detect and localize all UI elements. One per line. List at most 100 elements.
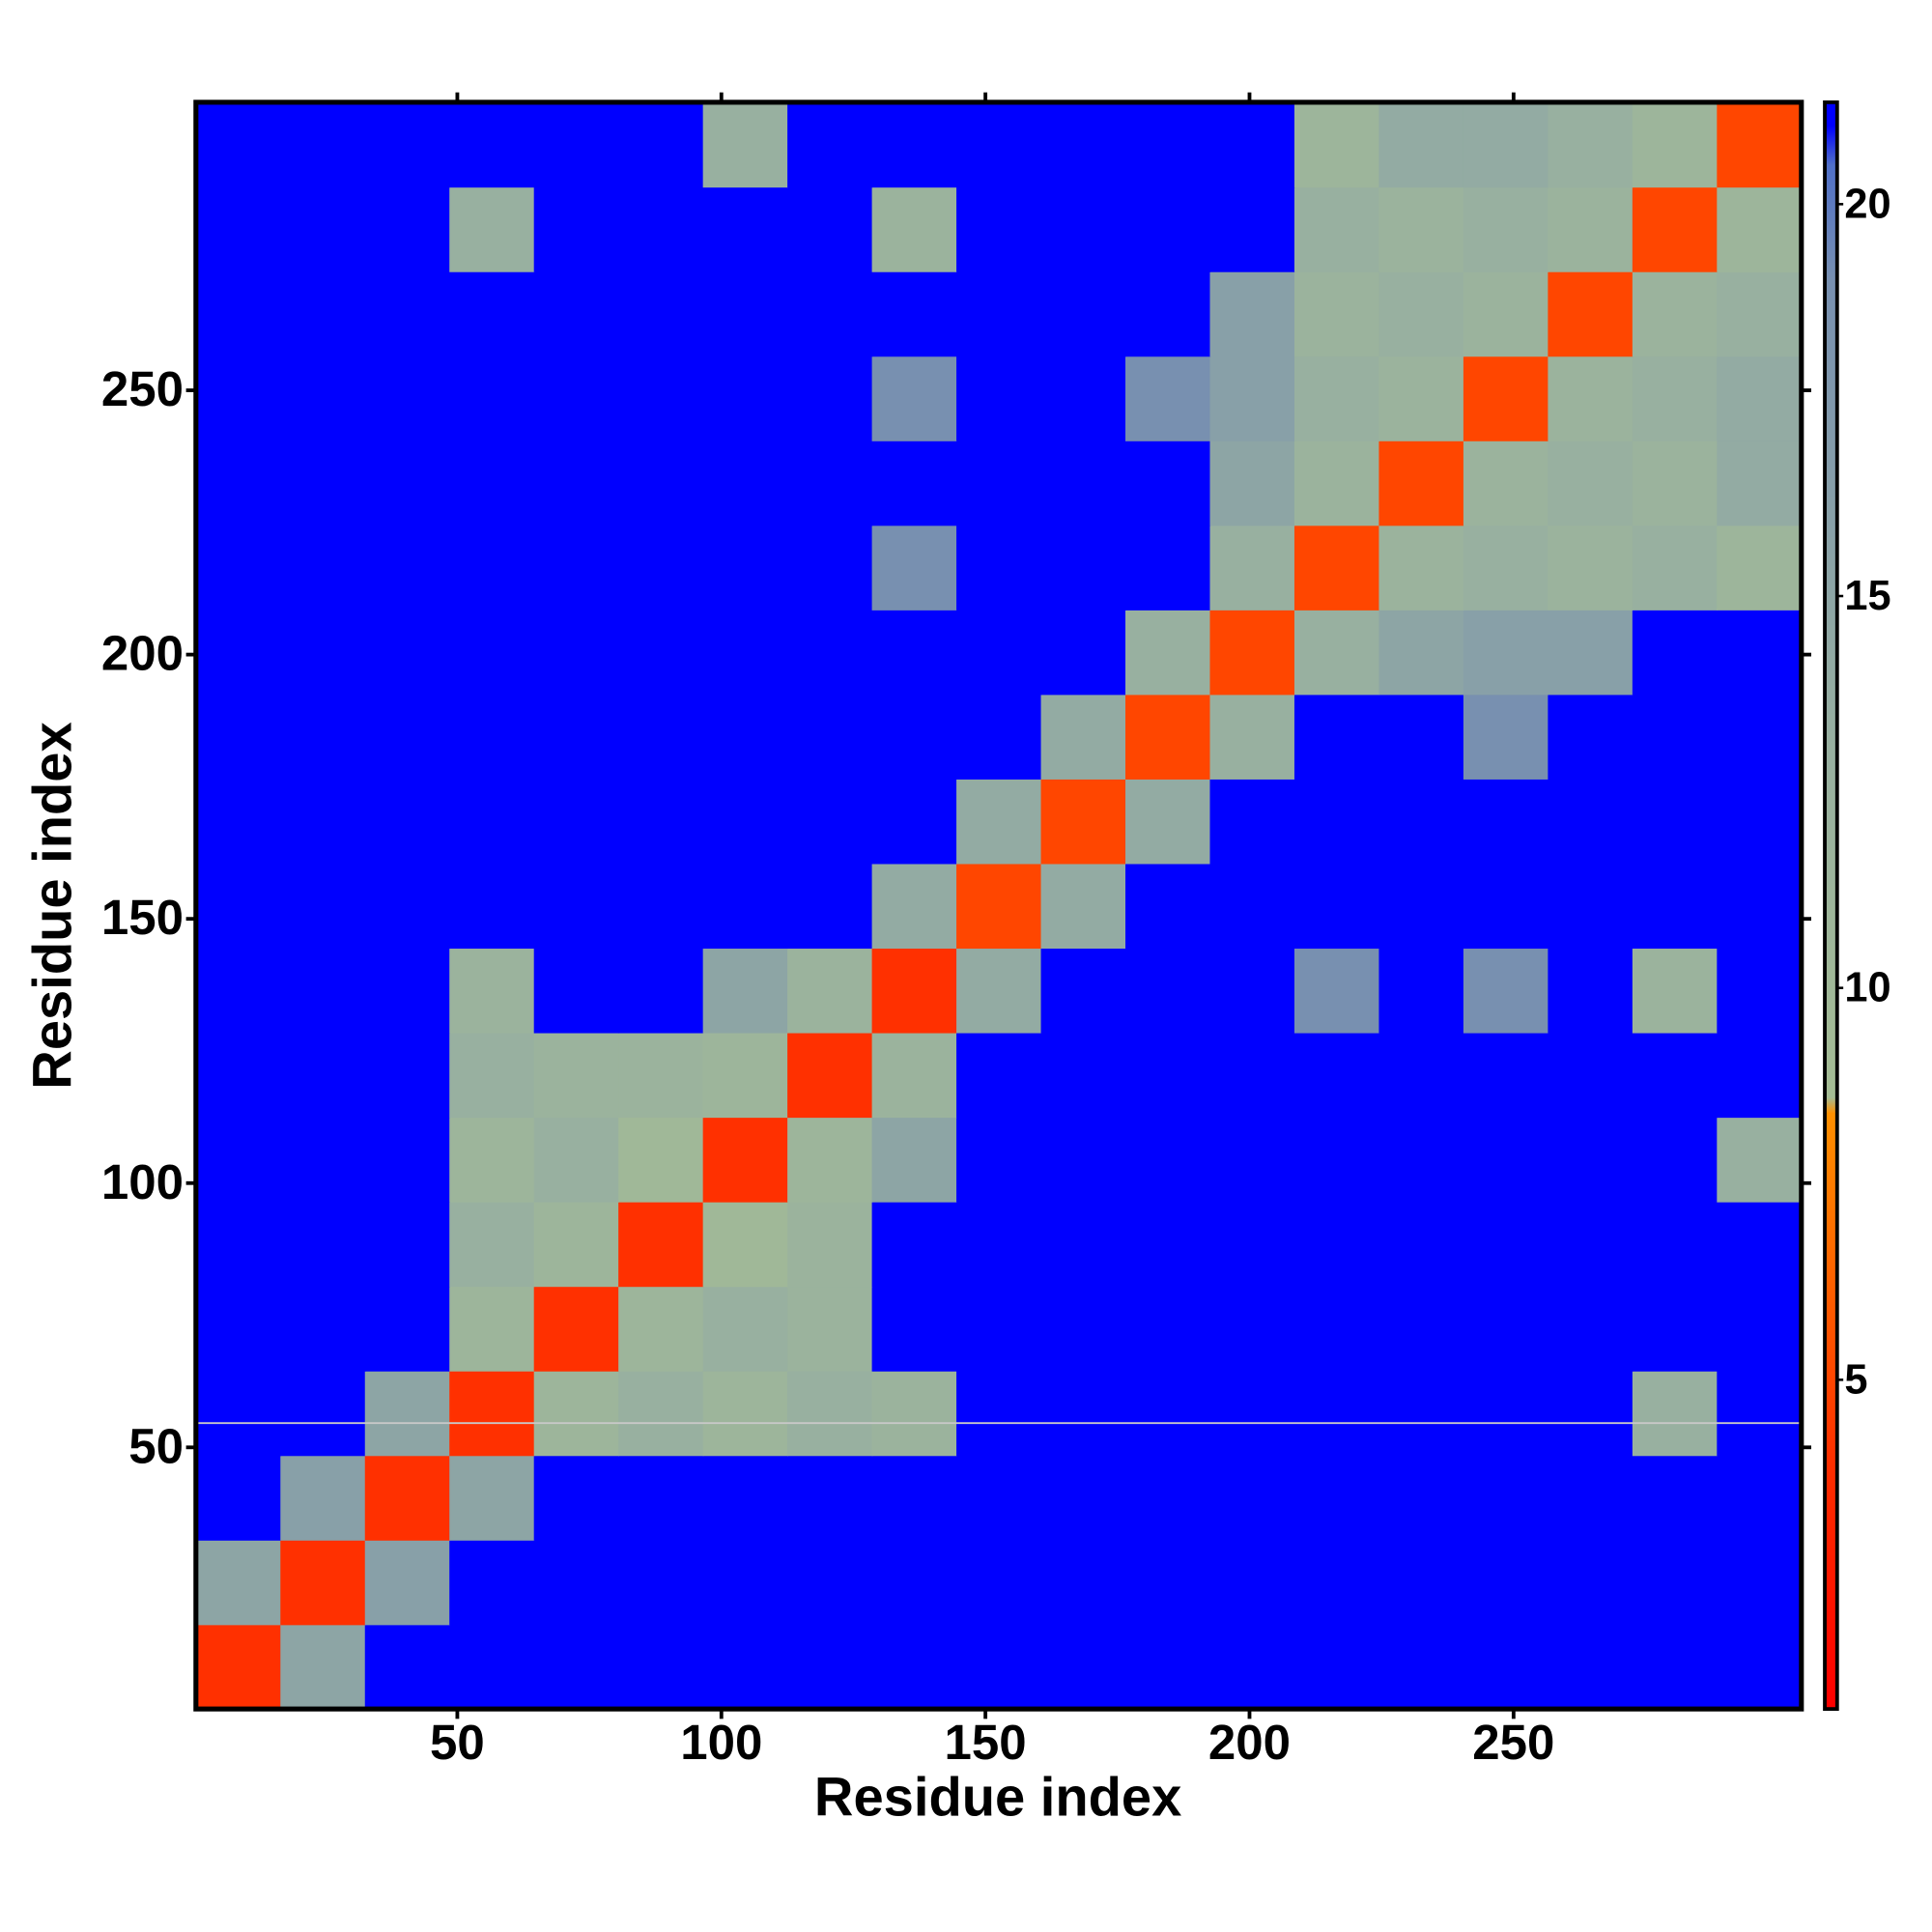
- heatmap-cell: [533, 610, 619, 696]
- heatmap-cell: [449, 610, 535, 696]
- heatmap-cell: [702, 1624, 788, 1710]
- heatmap-cell: [787, 1370, 873, 1457]
- heatmap-cell: [956, 1370, 1042, 1457]
- heatmap-cell: [449, 270, 535, 357]
- heatmap-cell: [702, 863, 788, 950]
- heatmap-cell: [195, 101, 282, 188]
- heatmap-cell: [871, 1286, 957, 1372]
- heatmap-cell: [449, 1201, 535, 1288]
- y-tick-label: 200: [101, 626, 184, 681]
- heatmap-cell: [702, 1117, 788, 1203]
- heatmap-cell: [1293, 355, 1380, 441]
- heatmap-cell: [1040, 694, 1126, 780]
- heatmap-cell: [533, 694, 619, 780]
- heatmap-cell: [1125, 1117, 1211, 1203]
- heatmap-cell: [1717, 694, 1803, 780]
- heatmap-cell: [364, 1540, 450, 1626]
- heatmap-cell: [956, 610, 1042, 696]
- heatmap-cell: [364, 779, 450, 865]
- heatmap-cell: [871, 694, 957, 780]
- heatmap-cell: [449, 779, 535, 865]
- heatmap-cell: [1717, 186, 1803, 272]
- heatmap-cell: [618, 779, 704, 865]
- heatmap-cell: [1040, 863, 1126, 950]
- heatmap-cell: [449, 694, 535, 780]
- heatmap-cell: [1378, 440, 1464, 526]
- heatmap-cell: [1717, 779, 1803, 865]
- heatmap-cell: [1293, 101, 1380, 188]
- heatmap-cell: [1040, 1540, 1126, 1626]
- heatmap-cell: [1548, 440, 1634, 526]
- heatmap-cell: [364, 1370, 450, 1457]
- heatmap-cell: [280, 186, 366, 272]
- heatmap-cell: [1209, 948, 1295, 1034]
- heatmap-cell: [787, 355, 873, 441]
- heatmap-cell: [364, 694, 450, 780]
- heatmap-cell: [871, 355, 957, 441]
- heatmap-cell: [702, 1032, 788, 1119]
- heatmap-cell: [1040, 1032, 1126, 1119]
- heatmap-cell: [280, 863, 366, 950]
- colorbar: [1823, 99, 1839, 1712]
- heatmap-cell: [364, 1624, 450, 1710]
- heatmap-cell: [1378, 525, 1464, 611]
- heatmap-cell: [871, 1201, 957, 1288]
- heatmap-cell: [364, 948, 450, 1034]
- x-tick-label: 200: [1208, 1715, 1291, 1770]
- heatmap-cell: [1293, 863, 1380, 950]
- x-tick-label: 50: [430, 1715, 485, 1770]
- heatmap-cell: [449, 186, 535, 272]
- heatmap-cell: [871, 1624, 957, 1710]
- heatmap-cell: [871, 1370, 957, 1457]
- heatmap-cell: [1125, 779, 1211, 865]
- heatmap-cell: [364, 355, 450, 441]
- colorbar-tick-label: 5: [1844, 1356, 1867, 1403]
- heatmap-cell: [1378, 1540, 1464, 1626]
- heatmap-cell: [533, 1540, 619, 1626]
- heatmap-cell: [956, 1032, 1042, 1119]
- heatmap-cell: [449, 355, 535, 441]
- heatmap-cell: [1548, 1624, 1634, 1710]
- heatmap-cell: [533, 863, 619, 950]
- heatmap-cell: [280, 1032, 366, 1119]
- heatmap-cell: [618, 1201, 704, 1288]
- heatmap-cell: [702, 1455, 788, 1541]
- heatmap-cell: [1548, 863, 1634, 950]
- heatmap-cell: [1040, 101, 1126, 188]
- heatmap-cell: [1209, 525, 1295, 611]
- heatmap-cell: [871, 440, 957, 526]
- heatmap-cell: [702, 525, 788, 611]
- heatmap-cell: [787, 694, 873, 780]
- heatmap-cell: [1548, 1201, 1634, 1288]
- heatmap-cell: [533, 1455, 619, 1541]
- heatmap-cell: [1125, 440, 1211, 526]
- heatmap-cell: [956, 948, 1042, 1034]
- heatmap-cell: [1463, 1117, 1549, 1203]
- heatmap-cell: [1632, 948, 1719, 1034]
- heatmap-cell: [1632, 1624, 1719, 1710]
- heatmap-cell: [195, 355, 282, 441]
- heatmap-cell: [1632, 1032, 1719, 1119]
- heatmap-cell: [1378, 1032, 1464, 1119]
- colorbar-tick-label: 15: [1844, 573, 1890, 619]
- heatmap-cell: [280, 1286, 366, 1372]
- heatmap-cell: [956, 440, 1042, 526]
- heatmap-cell: [1293, 1117, 1380, 1203]
- heatmap-cell: [1125, 1370, 1211, 1457]
- heatmap-cell: [533, 270, 619, 357]
- heatmap-cell: [1293, 525, 1380, 611]
- heatmap-cell: [787, 1624, 873, 1710]
- heatmap-cell: [1040, 1624, 1126, 1710]
- heatmap-cell: [1293, 610, 1380, 696]
- heatmap-cell: [1548, 355, 1634, 441]
- heatmap-cell: [956, 1455, 1042, 1541]
- heatmap-cell: [533, 779, 619, 865]
- heatmap-cell: [280, 1540, 366, 1626]
- heatmap-cell: [702, 1201, 788, 1288]
- heatmap-cell: [618, 1540, 704, 1626]
- heatmap-cell: [280, 779, 366, 865]
- heatmap-cell: [280, 1201, 366, 1288]
- heatmap-cells: [195, 101, 1803, 1710]
- heatmap-cell: [1209, 186, 1295, 272]
